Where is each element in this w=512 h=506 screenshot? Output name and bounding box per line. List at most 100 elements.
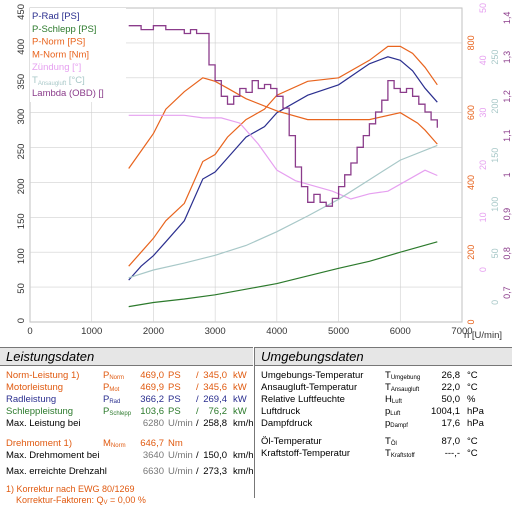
leistung-row: Motorleistung PMot 469,9 PS / 345,6 kW: [0, 382, 253, 394]
x-tick-label: 2000: [143, 326, 164, 337]
series-line: [128, 114, 438, 200]
lambda-tick-label: 1,2: [502, 90, 512, 103]
series-line: [128, 77, 438, 169]
y-tick-label: 100: [16, 248, 27, 264]
row-value: 345,6: [203, 382, 227, 393]
row-sep: /: [196, 382, 199, 393]
row-symbol: TAnsaugluft: [385, 382, 420, 393]
umgebung-row: Kraftstoff-Temperatur TKraftstoff ---,- °C: [255, 448, 512, 460]
lambda-tick-label: 1: [502, 172, 512, 177]
row-symbol: TUmgebung: [385, 370, 421, 381]
row-unit: PS: [168, 406, 181, 417]
lambda-tick-label: 1,4: [502, 12, 512, 25]
correction-note: 1) Korrektur nach EWG 80/1269: [6, 484, 135, 494]
zuendung-tick-label: 40: [478, 55, 488, 65]
row-value: 22,0: [441, 382, 461, 393]
lambda-tick-label: 1,1: [502, 129, 512, 142]
row-value: 6630: [142, 466, 164, 477]
leistung-row: Radleistung PRad 366,2 PS / 269,4 kW: [0, 394, 253, 406]
y-tick-label: 150: [16, 213, 27, 229]
row-unit: km/h: [233, 418, 254, 429]
row-label: Schleppleistung: [6, 406, 74, 417]
torque-tick-label: 0: [466, 319, 476, 324]
row-value: ---,-: [444, 448, 460, 459]
row-unit: PS: [168, 394, 181, 405]
x-axis-label: n [U/min]: [464, 330, 502, 341]
row-unit: km/h: [233, 450, 254, 461]
row-unit: U/min: [168, 466, 193, 477]
row-unit: °C: [467, 448, 478, 459]
legend-entry: P-Schlepp [PS]: [32, 24, 96, 35]
row-symbol: TÖl: [385, 436, 397, 447]
row-value: 3640: [142, 450, 164, 461]
row-unit: kW: [233, 370, 247, 381]
row-value: 469,9: [140, 382, 164, 393]
row-unit: kW: [233, 394, 247, 405]
series-line: [128, 45, 438, 267]
row-value: 258,8: [203, 418, 227, 429]
leistungsdaten-panel: Leistungsdaten Norm-Leistung 1) PNorm 469,…: [0, 347, 254, 506]
row-symbol: PRad: [103, 394, 121, 405]
row-symbol: pLuft: [385, 406, 401, 417]
leistung-row: Schleppleistung PSchlepp 103,6 PS / 76,2 kW: [0, 406, 253, 418]
row-symbol: MNorm: [103, 438, 126, 449]
lambda-tick-label: 0,9: [502, 208, 512, 221]
row-label: Ansaugluft-Temperatur: [261, 382, 358, 393]
row-sep: /: [196, 370, 199, 381]
zuendung-tick-label: 0: [478, 267, 488, 272]
series-line: [128, 25, 438, 207]
row-value: 6280: [142, 418, 164, 429]
row-value: 269,4: [203, 394, 227, 405]
legend-entry: Lambda (OBD) []: [32, 88, 104, 99]
x-tick-label: 3000: [205, 326, 226, 337]
zuendung-tick-label: 50: [478, 3, 488, 13]
row-unit: %: [467, 394, 476, 405]
chart-series: [128, 25, 438, 308]
row-value: 646,7: [140, 438, 164, 449]
row-symbol: TKraftstoff: [385, 448, 415, 459]
row-value: 366,2: [140, 394, 164, 405]
row-symbol: PSchlepp: [103, 406, 132, 417]
umgebung-row: Luftdruck pLuft 1004,1 hPa: [255, 406, 512, 418]
row-unit: PS: [168, 370, 181, 381]
x-tick-label: 7000: [451, 326, 472, 337]
x-tick-label: 4000: [266, 326, 287, 337]
row-label: Drehmoment 1): [6, 438, 72, 449]
row-unit: °C: [467, 436, 478, 447]
umgebungsdaten-panel: Umgebungsdaten Umgebungs-Temperatur TUmge…: [254, 347, 512, 498]
row-label: Luftdruck: [261, 406, 301, 417]
max-rpm-row: Max. erreichte Drehzahl 6630 U/min/ 273,3 km…: [0, 466, 254, 478]
row-symbol: PMot: [103, 382, 120, 393]
umgebung-row: Ansaugluft-Temperatur TAnsaugluft 22,0 °C: [255, 382, 512, 394]
row-value: 345,0: [203, 370, 227, 381]
row-unit: hPa: [467, 418, 484, 429]
series-line: [128, 144, 438, 279]
row-label: Max. Drehmoment bei: [6, 450, 100, 461]
zuendung-tick-label: 10: [478, 212, 488, 222]
temp-tick-label: 200: [490, 99, 500, 114]
row-label: Kraftstoff-Temperatur: [261, 448, 351, 459]
row-value: 87,0: [441, 436, 461, 447]
lambda-tick-label: 0,8: [502, 247, 512, 260]
lambda-tick-label: 1,3: [502, 51, 512, 64]
row-symbol: pDampf: [385, 418, 408, 429]
row-unit: U/min: [168, 450, 193, 461]
row-label: Dampfdruck: [261, 418, 313, 429]
dyno-chart: 0 1000 2000 3000 4000 5000 6000 700005010015020…: [16, 3, 512, 341]
temp-tick-label: 150: [490, 148, 500, 163]
row-unit: kW: [233, 382, 247, 393]
torque-at-row: Max. Drehmoment bei 3640 U/min/ 150,0 km/h: [0, 450, 254, 462]
drehmoment-row: Drehmoment 1) MNorm 646,7 Nm: [0, 438, 253, 450]
umgebung-row: Umgebungs-Temperatur TUmgebung 26,8 °C: [255, 370, 512, 382]
umgebung-row: Relative Luftfeuchte HLuft 50,0%: [255, 394, 512, 406]
row-value: 76,2: [208, 406, 228, 417]
torque-tick-label: 600: [466, 105, 476, 120]
row-label: Öl-Temperatur: [261, 436, 322, 447]
leistung-row: Max. Leistung bei 6280 U/min/ 258,8 km/h: [0, 418, 254, 430]
row-label: Max. Leistung bei: [6, 418, 81, 429]
correction-factor-note: Korrektur-Faktoren: QV = 0,00 %: [16, 495, 146, 506]
series-line: [128, 56, 438, 281]
y-tick-label: 0: [16, 318, 27, 323]
row-unit: U/min: [168, 418, 193, 429]
umgebung-row: Öl-Temperatur TÖl 87,0 °C: [255, 436, 512, 448]
